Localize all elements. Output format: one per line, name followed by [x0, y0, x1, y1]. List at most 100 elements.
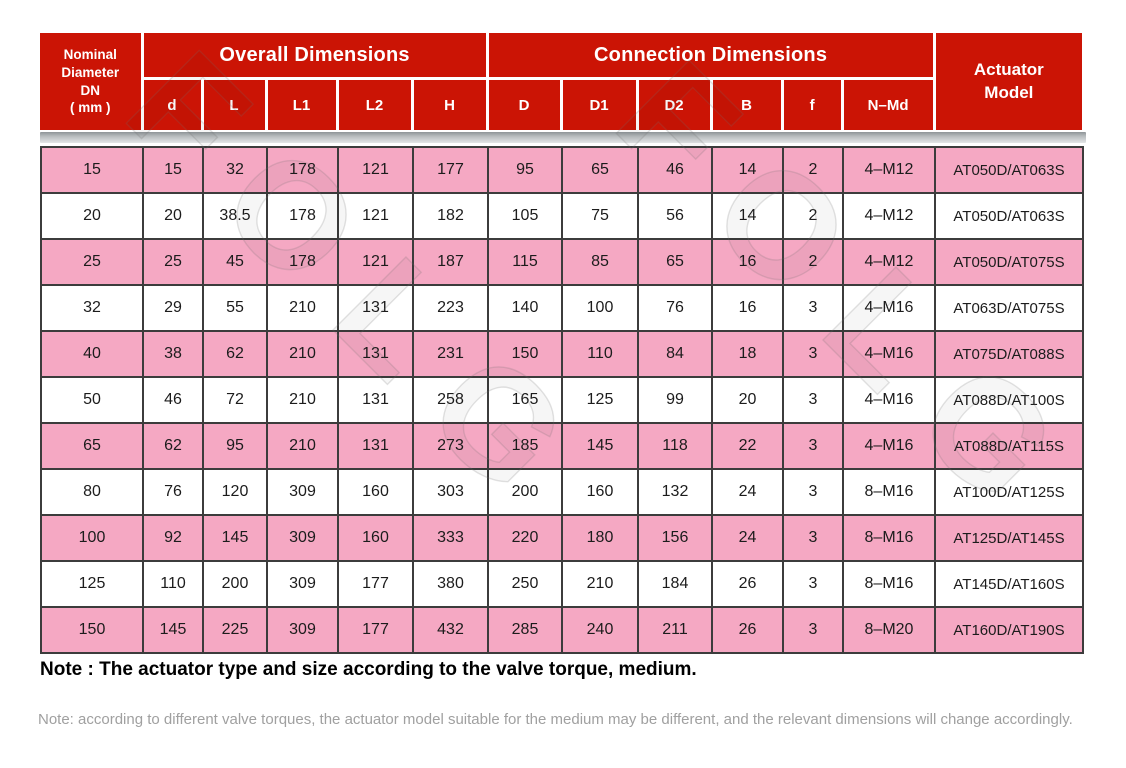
- table-cell: 125: [561, 376, 639, 424]
- table-cell: 29: [142, 284, 204, 332]
- table-body: 15 15 32 178 121 177 95 65 46 14 2 4–M12 AT050D/AT06…: [40, 146, 1084, 654]
- table-cell: 309: [266, 560, 339, 608]
- table-cell: 3: [782, 606, 844, 654]
- table-cell: 4–M16: [842, 376, 936, 424]
- table-row: 32 29 55 210 131 223 140 100 76 16 3 4–M16 AT063D/AT…: [40, 284, 1084, 332]
- table-cell: 16: [711, 238, 784, 286]
- table-cell: 85: [561, 238, 639, 286]
- header-col-f: f: [782, 78, 844, 130]
- cell-actuator-model: AT088D/AT100S: [934, 376, 1084, 424]
- table-cell: 303: [412, 468, 489, 516]
- table-cell: 250: [487, 560, 563, 608]
- table-cell: 145: [561, 422, 639, 470]
- table-cell: 156: [637, 514, 713, 562]
- table-cell: 200: [202, 560, 268, 608]
- table-cell: 165: [487, 376, 563, 424]
- table-cell: 160: [337, 514, 414, 562]
- table-cell: 160: [337, 468, 414, 516]
- table-row: 100 92 145 309 160 333 220 180 156 24 3 8–M16 AT125D…: [40, 514, 1084, 562]
- table-cell: 121: [337, 238, 414, 286]
- table-cell: 145: [202, 514, 268, 562]
- table-cell: 220: [487, 514, 563, 562]
- table-cell: 177: [337, 560, 414, 608]
- table-cell: 131: [337, 284, 414, 332]
- header-actuator-model: Actuator Model: [934, 33, 1082, 130]
- table-cell: 110: [142, 560, 204, 608]
- cell-nominal-diameter: 20: [40, 192, 144, 240]
- table-cell: 22: [711, 422, 784, 470]
- cell-nominal-diameter: 32: [40, 284, 144, 332]
- header-col-l: L: [202, 78, 268, 130]
- header-col-n-md: N–Md: [842, 78, 936, 130]
- table-cell: 178: [266, 238, 339, 286]
- table-cell: 26: [711, 560, 784, 608]
- header-body-separator: [40, 132, 1086, 143]
- cell-nominal-diameter: 15: [40, 146, 144, 194]
- table-cell: 26: [711, 606, 784, 654]
- table-row: 25 25 45 178 121 187 115 85 65 16 2 4–M12 AT050D/AT0…: [40, 238, 1084, 286]
- table-cell: 2: [782, 238, 844, 286]
- table-cell: 2: [782, 192, 844, 240]
- table-cell: 187: [412, 238, 489, 286]
- table-cell: 8–M16: [842, 514, 936, 562]
- table-cell: 15: [142, 146, 204, 194]
- table-cell: 285: [487, 606, 563, 654]
- table-cell: 309: [266, 606, 339, 654]
- table-cell: 132: [637, 468, 713, 516]
- table-cell: 76: [637, 284, 713, 332]
- header-dn-line4: ( mm ): [70, 100, 111, 116]
- table-cell: 185: [487, 422, 563, 470]
- table-cell: 4–M16: [842, 422, 936, 470]
- cell-nominal-diameter: 125: [40, 560, 144, 608]
- table-row: 80 76 120 309 160 303 200 160 132 24 3 8–M16 AT100D/…: [40, 468, 1084, 516]
- table-cell: 45: [202, 238, 268, 286]
- table-cell: 46: [637, 146, 713, 194]
- header-overall-dimensions: Overall Dimensions: [142, 33, 489, 80]
- table-row: 150 145 225 309 177 432 285 240 211 26 3 8–M20 AT160…: [40, 606, 1084, 654]
- table-cell: 92: [142, 514, 204, 562]
- header-nominal-diameter: Nominal Diameter DN ( mm ): [40, 33, 144, 130]
- table-cell: 110: [561, 330, 639, 378]
- cell-actuator-model: AT088D/AT115S: [934, 422, 1084, 470]
- header-connection-dimensions: Connection Dimensions: [487, 33, 936, 80]
- table-cell: 231: [412, 330, 489, 378]
- cell-actuator-model: AT125D/AT145S: [934, 514, 1084, 562]
- cell-actuator-model: AT145D/AT160S: [934, 560, 1084, 608]
- table-cell: 95: [487, 146, 563, 194]
- table-cell: 62: [142, 422, 204, 470]
- table-cell: 38.5: [202, 192, 268, 240]
- table-cell: 62: [202, 330, 268, 378]
- table-cell: 8–M20: [842, 606, 936, 654]
- table-cell: 38: [142, 330, 204, 378]
- table-cell: 75: [561, 192, 639, 240]
- table-row: 40 38 62 210 131 231 150 110 84 18 3 4–M16 AT075D/AT…: [40, 330, 1084, 378]
- cell-nominal-diameter: 150: [40, 606, 144, 654]
- table-cell: 309: [266, 514, 339, 562]
- header-actuator-line1: Actuator: [973, 59, 1044, 79]
- cell-actuator-model: AT160D/AT190S: [934, 606, 1084, 654]
- table-cell: 211: [637, 606, 713, 654]
- header-dn-line1: Nominal: [63, 47, 117, 63]
- table-cell: 84: [637, 330, 713, 378]
- cell-actuator-model: AT063D/AT075S: [934, 284, 1084, 332]
- table-cell: 180: [561, 514, 639, 562]
- table-cell: 65: [561, 146, 639, 194]
- table-cell: 14: [711, 146, 784, 194]
- table-cell: 3: [782, 376, 844, 424]
- cell-actuator-model: AT050D/AT063S: [934, 146, 1084, 194]
- table-cell: 121: [337, 192, 414, 240]
- cell-nominal-diameter: 65: [40, 422, 144, 470]
- table-cell: 4–M16: [842, 284, 936, 332]
- table-cell: 2: [782, 146, 844, 194]
- table-cell: 3: [782, 422, 844, 470]
- header-actuator-line2: Model: [984, 82, 1034, 102]
- table-cell: 150: [487, 330, 563, 378]
- table-cell: 3: [782, 514, 844, 562]
- table-cell: 210: [266, 376, 339, 424]
- table-cell: 223: [412, 284, 489, 332]
- table-cell: 3: [782, 560, 844, 608]
- table-cell: 8–M16: [842, 560, 936, 608]
- table-cell: 8–M16: [842, 468, 936, 516]
- header-col-d: d: [142, 78, 204, 130]
